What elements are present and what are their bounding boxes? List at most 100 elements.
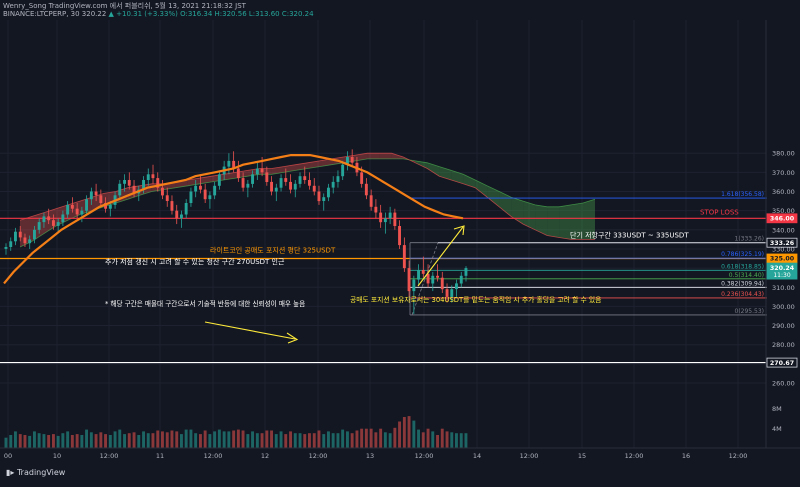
volume-bar (33, 431, 36, 448)
candle-body (189, 191, 193, 203)
candle-body (23, 237, 27, 244)
y-tick-label: 330.00 (772, 245, 795, 253)
y-tick-label: 280.00 (772, 341, 795, 349)
candle-body (279, 178, 283, 188)
x-tick-label: 11 (156, 452, 164, 460)
ichimoku-cloud-segment (199, 176, 212, 184)
candle-body (75, 208, 79, 215)
volume-bar (170, 430, 174, 448)
volume-bar (255, 433, 259, 448)
candle-body (246, 183, 250, 188)
volume-bar (37, 433, 41, 448)
candle-body (270, 181, 273, 192)
arrow-to-fib-support (417, 226, 464, 287)
candle-body (127, 180, 131, 186)
volume-bar (14, 431, 17, 448)
annotation-avg-short-position: 라이트코인 공매도 포지션 평단 325USDT (210, 246, 336, 255)
volume-bar (146, 433, 150, 448)
candle-body (341, 164, 345, 177)
ichimoku-cloud-segment (355, 153, 368, 161)
candle-body (217, 174, 221, 186)
price-change: ▲ +10.31 (+3.33%) (108, 10, 178, 18)
y-tick-label: 370.00 (772, 169, 795, 177)
volume-bar (227, 431, 231, 448)
x-tick-label: 15 (578, 452, 586, 460)
candle-body (431, 275, 435, 284)
candle-body (165, 195, 169, 201)
ichimoku-cloud-segment (451, 170, 464, 184)
fib-trendline (411, 242, 439, 316)
candle-body (284, 178, 288, 182)
volume-bar (364, 428, 368, 448)
candle-body (464, 268, 468, 276)
candle-body (37, 222, 41, 230)
tradingview-logo-icon: ▮▸ (6, 468, 15, 477)
ichimoku-cloud-segment (187, 178, 200, 186)
x-tick-label: 13 (366, 452, 374, 460)
volume-bar (104, 434, 107, 448)
ichimoku-cloud-segment (223, 172, 236, 180)
annotation-hold-comment: 공매도 포지션 보유자로서는 304USDT를 밑도는 움직임 시 추가 홀딩을… (350, 295, 601, 304)
candle-body (28, 239, 32, 244)
candle-body (440, 277, 444, 290)
volume-bar (161, 431, 164, 448)
y-tick-label: 310.00 (772, 284, 795, 292)
volume-bar (94, 434, 98, 448)
candle-body (47, 216, 51, 221)
arrow-to-fib-support-head (453, 225, 465, 236)
volume-bar (426, 428, 430, 448)
candle-body (203, 189, 207, 200)
tradingview-logo-text: TradingView (16, 468, 66, 477)
candle-body (293, 183, 297, 190)
volume-bar (369, 428, 373, 448)
price-tag-sublabel: 11:30 (773, 272, 790, 279)
ichimoku-cloud-segment (379, 153, 392, 159)
y-tick-label: 380.00 (772, 150, 795, 158)
ichimoku-cloud-segment (20, 216, 32, 247)
annotation-short-term-resistance: 단기 저항구간 333USDT ~ 335USDT (570, 231, 689, 240)
candle-body (227, 160, 231, 167)
candle-body (436, 275, 439, 278)
candle-body (251, 174, 254, 184)
x-tick-label: 12:00 (729, 452, 748, 460)
candle-body (4, 247, 8, 249)
candle-body (364, 183, 368, 196)
volume-bar (236, 429, 240, 448)
candle-body (298, 176, 302, 184)
candle-body (85, 199, 88, 211)
candle-body (52, 220, 55, 226)
fib-label: 0.786(325.19) (721, 251, 764, 258)
volume-bar (279, 431, 283, 448)
candle-body (289, 181, 292, 190)
volume-bar (445, 431, 449, 448)
volume-bar (303, 434, 307, 448)
volume-bar (199, 434, 202, 448)
candle-body (175, 210, 179, 219)
volume-bar (222, 431, 226, 448)
volume-bar (151, 433, 155, 448)
volume-bar (355, 430, 359, 448)
volume-bar (118, 429, 122, 448)
annotation-stop-loss: STOP LOSS (700, 208, 739, 216)
candle-body (417, 270, 420, 280)
ichimoku-cloud-segment (559, 204, 571, 240)
volume-bar (341, 429, 345, 448)
volume-bar (70, 435, 74, 448)
candle-body (241, 178, 245, 188)
fib-label: 0.236(304.43) (721, 291, 764, 298)
x-tick-label: 12:00 (204, 452, 223, 460)
volume-bar (407, 416, 411, 448)
ichimoku-cloud-segment (475, 180, 488, 198)
candle-body (94, 191, 98, 196)
ichimoku-cloud-segment (571, 203, 583, 240)
tradingview-logo[interactable]: ▮▸ TradingView (6, 468, 65, 477)
candle-body (459, 275, 463, 284)
volume-bar (47, 435, 51, 448)
volume-bar (184, 429, 188, 448)
price-tag (766, 237, 798, 248)
x-tick-label: 14 (473, 452, 481, 460)
candle-body (66, 204, 70, 215)
volume-bar (52, 434, 55, 448)
candle-body (412, 279, 416, 292)
